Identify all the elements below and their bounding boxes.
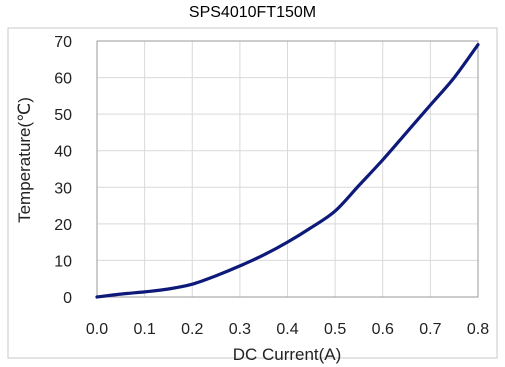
x-tick-label: 0.4 (276, 321, 298, 338)
y-tick-label: 30 (54, 180, 72, 197)
chart-frame (7, 27, 498, 359)
series-line (95, 43, 480, 299)
grid (96, 40, 479, 298)
y-tick-label: 50 (54, 107, 72, 124)
x-tick-label: 0.6 (372, 321, 394, 338)
y-axis-label: Temperature(℃) (15, 97, 34, 223)
x-tick-label: 0.2 (181, 321, 203, 338)
x-tick-label: 0.1 (134, 321, 156, 338)
y-tick-label: 40 (54, 144, 72, 161)
plot-frame (96, 40, 479, 298)
x-axis-label: DC Current(A) (233, 345, 342, 364)
y-tick-label: 60 (54, 71, 72, 88)
x-tick-label: 0.3 (229, 321, 251, 338)
y-tick-label: 0 (63, 290, 72, 307)
x-axis-ticks: 0.0 0.1 0.2 0.3 0.4 0.5 0.6 0.7 0.8 (86, 321, 489, 338)
y-tick-label: 10 (54, 253, 72, 270)
x-tick-label: 0.7 (419, 321, 441, 338)
x-tick-label: 0.0 (86, 321, 108, 338)
chart-title: SPS4010FT150M (188, 4, 317, 21)
y-axis-ticks: 0 10 20 30 40 50 60 70 (54, 34, 72, 307)
x-tick-label: 0.8 (467, 321, 489, 338)
x-tick-label: 0.5 (324, 321, 346, 338)
y-tick-label: 70 (54, 34, 72, 51)
figure-border (7, 27, 498, 359)
y-tick-label: 20 (54, 217, 72, 234)
